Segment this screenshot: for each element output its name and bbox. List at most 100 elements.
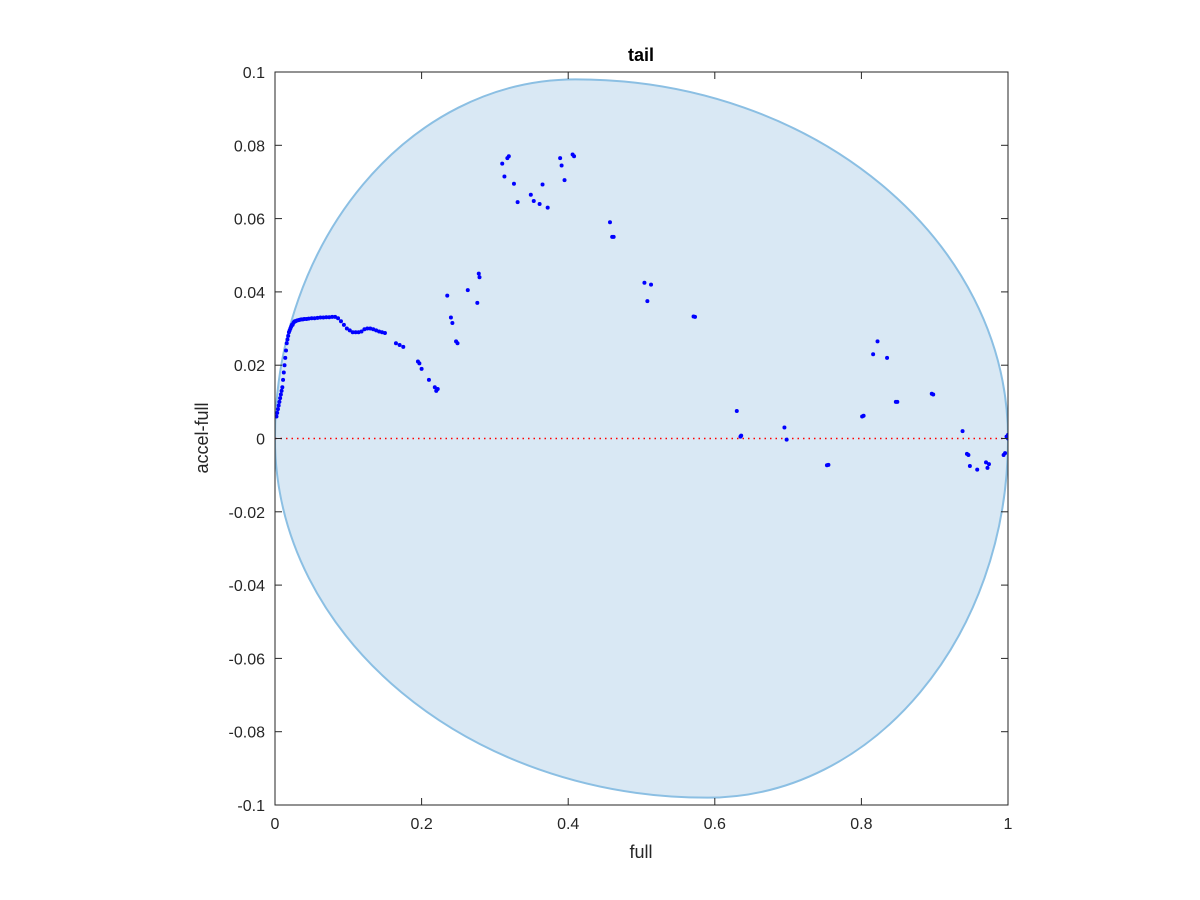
data-point [353,330,358,335]
data-point [500,161,505,166]
data-point [275,414,279,419]
data-point [336,316,341,321]
data-point [649,282,654,287]
data-point [445,293,450,298]
data-point [359,329,364,334]
data-point [502,174,507,179]
data-point [1003,451,1008,456]
y-tick-label: 0.1 [243,65,265,82]
data-point [309,316,314,321]
data-point [283,355,288,360]
data-point [885,355,890,360]
data-point [985,465,990,470]
data-point [281,370,286,375]
data-points [275,152,1008,472]
data-point [347,328,352,333]
data-point [875,339,880,344]
x-tick-label: 1 [1004,816,1013,833]
data-point [986,462,991,467]
data-point [330,314,335,319]
data-point [448,315,453,320]
data-point [739,433,744,438]
data-point [306,316,311,321]
data-point [476,271,481,276]
data-point [558,156,563,161]
data-point [419,366,424,371]
data-point [426,377,431,382]
y-axis-label: accel-full [192,402,212,473]
data-point [531,199,536,204]
y-axis: -0.1 -0.08 -0.06 -0.04 -0.02 0 0.02 0.04 0.06 0.0… [229,65,1008,815]
data-point [397,343,402,348]
data-point [477,275,482,280]
data-point [318,315,323,320]
data-point [984,460,989,465]
y-tick-label: 0.06 [234,212,265,229]
data-point [278,392,283,397]
y-tick-label: -0.06 [229,651,266,668]
data-point [327,315,332,320]
data-point [450,321,455,326]
data-point [281,377,286,382]
data-point [324,315,329,320]
data-point [282,363,287,368]
data-point [784,437,789,442]
y-tick-label: 0.02 [234,358,265,375]
data-point [338,319,343,324]
data-point [572,154,577,159]
data-point [283,348,288,353]
data-point [465,288,470,293]
data-point [975,467,980,472]
y-tick-label: 0.04 [234,285,265,302]
data-point [344,326,349,331]
data-point [278,396,283,401]
data-point [286,333,291,338]
y-tick-label: -0.08 [229,725,266,742]
data-point [861,413,866,418]
data-point [275,410,280,415]
data-point [782,425,787,430]
data-point [515,200,520,205]
x-tick-label: 0 [271,816,280,833]
data-point [279,388,284,393]
data-point [734,409,739,414]
data-point [276,403,281,408]
x-tick-label: 0.2 [410,816,432,833]
data-point [285,337,290,342]
x-tick-label: 0.8 [850,816,872,833]
data-point [607,220,612,225]
data-point [315,315,320,320]
y-tick-label: -0.04 [229,578,266,595]
data-point [341,322,346,327]
data-point [455,341,460,346]
data-point [350,330,355,335]
data-point [545,205,550,210]
x-tick-label: 0.6 [704,816,726,833]
chart-title: tail [628,45,654,65]
data-point [966,452,971,457]
y-tick-label: 0.08 [234,138,265,155]
data-point [645,299,650,304]
x-axis: 0 0.2 0.4 0.6 0.8 1 [271,72,1013,833]
x-tick-label: 0.4 [557,816,579,833]
data-point [511,181,516,186]
data-point [537,201,542,206]
data-point [280,385,285,390]
data-point [540,182,545,187]
data-point [611,234,616,239]
data-point [365,326,370,331]
data-point [475,300,480,305]
confidence-region [275,78,1008,799]
data-point [312,316,317,321]
x-axis-label: full [629,842,652,862]
data-point [562,178,567,183]
data-point [528,192,533,197]
data-point [506,154,511,159]
data-point [826,462,831,467]
data-point [642,280,647,285]
data-point [321,315,326,320]
y-tick-label: -0.1 [237,798,265,815]
data-point [559,163,564,168]
data-point [393,341,398,346]
